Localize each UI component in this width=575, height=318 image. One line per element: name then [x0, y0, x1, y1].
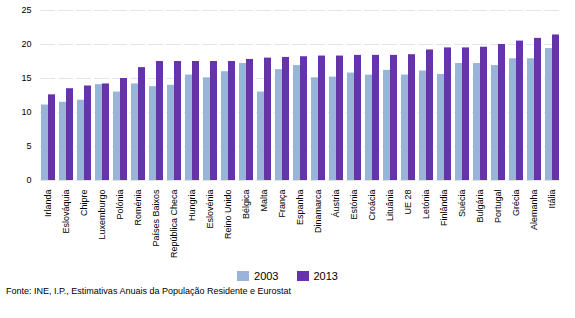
- svg-text:Malta: Malta: [259, 190, 269, 212]
- svg-text:Hungria: Hungria: [187, 190, 197, 222]
- svg-text:Lituânia: Lituânia: [385, 190, 395, 222]
- svg-text:Reino Unido: Reino Unido: [223, 190, 233, 240]
- svg-text:Eslováquia: Eslováquia: [61, 190, 71, 234]
- svg-text:Bulgária: Bulgária: [475, 190, 485, 223]
- svg-text:França: França: [277, 190, 287, 218]
- svg-text:Letónia: Letónia: [421, 190, 431, 220]
- svg-text:Itália: Itália: [547, 190, 557, 209]
- svg-text:Polónia: Polónia: [115, 190, 125, 220]
- svg-text:Áustria: Áustria: [331, 190, 341, 218]
- html-text:2013: 2013: [313, 270, 338, 282]
- svg-text:Espanha: Espanha: [295, 190, 305, 226]
- svg-text:Luxemburgo: Luxemburgo: [97, 190, 107, 240]
- svg-text:Roménia: Roménia: [133, 190, 143, 226]
- html-text:2003: 2003: [254, 270, 279, 282]
- svg-text:Dinamarca: Dinamarca: [313, 190, 323, 234]
- svg-text:Países Baixos: Países Baixos: [151, 189, 161, 247]
- svg-text:Estónia: Estónia: [349, 190, 359, 220]
- svg-text:Eslovénia: Eslovénia: [205, 190, 215, 229]
- svg-text:Grécia: Grécia: [511, 190, 521, 217]
- svg-text:Alemanha: Alemanha: [529, 190, 539, 231]
- svg-text:Finlândia: Finlândia: [439, 190, 449, 227]
- svg-text:Chipre: Chipre: [79, 190, 89, 217]
- svg-text:Croácia: Croácia: [367, 190, 377, 221]
- svg-text:UE 28: UE 28: [403, 190, 413, 215]
- svg-text:10: 10: [21, 107, 31, 117]
- svg-text:20: 20: [21, 39, 31, 49]
- svg-text:Portugal: Portugal: [493, 190, 503, 224]
- svg-text:Suécia: Suécia: [457, 190, 467, 218]
- svg-text:25: 25: [21, 5, 31, 15]
- svg-text:Bélgica: Bélgica: [241, 190, 251, 220]
- svg-text:15: 15: [21, 73, 31, 83]
- svg-text:5: 5: [26, 141, 31, 151]
- svg-text:Irlanda: Irlanda: [43, 190, 53, 218]
- svg-text:República Checa: República Checa: [169, 190, 179, 259]
- svg-text:0: 0: [26, 175, 31, 185]
- html-text:Fonte: INE, I.P., Estimativas: Fonte: INE, I.P., Estimativas Anuais da …: [6, 286, 291, 296]
